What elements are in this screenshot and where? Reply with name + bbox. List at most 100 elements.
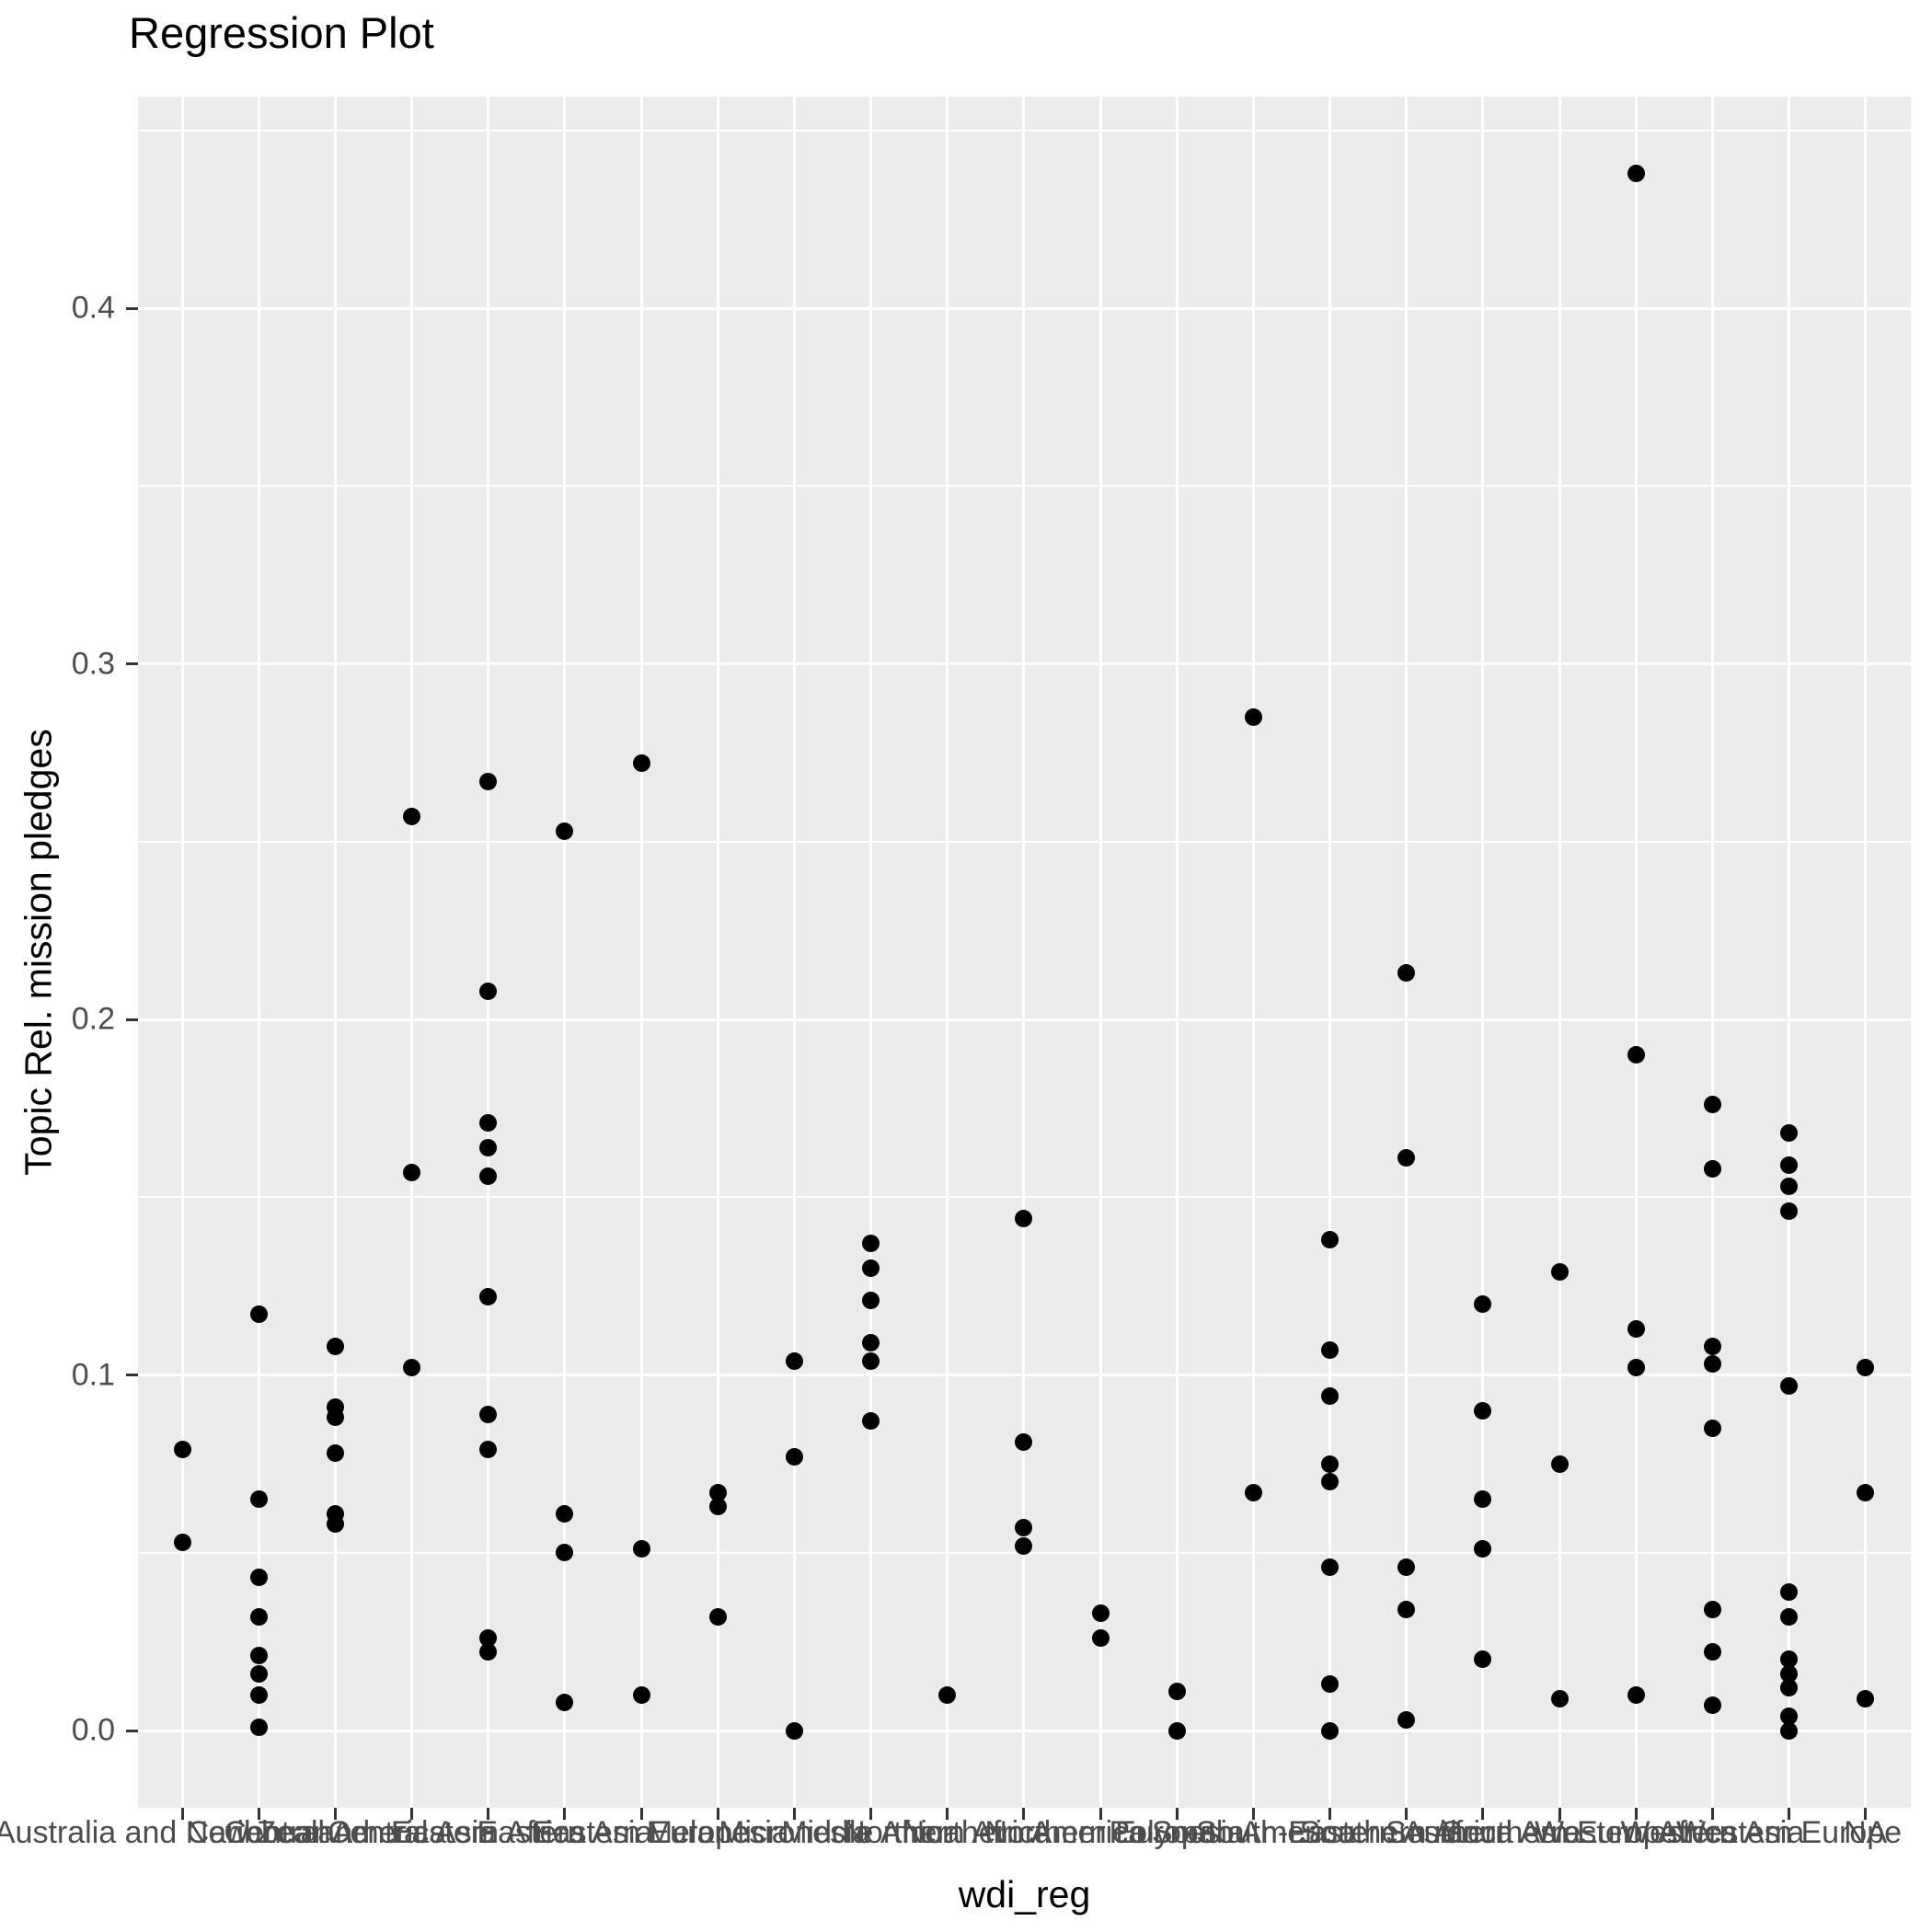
data-point [1321,1231,1340,1249]
data-point [1397,1710,1416,1729]
x-axis-tick [1022,1808,1026,1820]
data-point [403,1359,420,1377]
category-gridline [410,97,413,1808]
data-point [1244,1483,1262,1501]
data-point [1780,1708,1799,1726]
y-axis-tick [126,1018,138,1021]
data-point [1474,1490,1492,1509]
data-point [1015,1433,1033,1452]
data-point [1550,1262,1569,1281]
data-point [708,1498,727,1515]
data-point [249,1569,268,1587]
data-point [1780,1582,1799,1601]
x-tick-label: Western Europe [1676,1815,1903,1850]
data-point [785,1721,803,1740]
x-axis-tick [487,1808,490,1820]
x-axis-tick [1558,1808,1561,1820]
data-point [1780,1178,1799,1196]
data-point [1397,1601,1416,1619]
x-tick-label: Melanesia [646,1815,789,1850]
data-point [1474,1401,1492,1420]
x-tick-label: Australia and New Zealand [0,1815,371,1850]
data-point [1780,1376,1799,1395]
data-point [1397,1149,1416,1167]
category-gridline [1175,97,1179,1808]
data-point [1321,1558,1340,1576]
data-point [1627,1319,1645,1338]
x-axis-tick [180,1808,184,1820]
x-axis-tick [1328,1808,1332,1820]
data-point [1780,1124,1799,1143]
x-tick-label: South America [1151,1815,1355,1850]
data-point [403,808,420,826]
data-point [632,1540,650,1558]
data-point [326,1515,344,1534]
data-point [1780,1679,1799,1697]
x-tick-label: Southern Asia [1386,1815,1581,1850]
x-axis-tick [946,1808,949,1820]
x-tick-label: Eastern Asia [477,1815,653,1850]
category-gridline [487,97,490,1808]
data-point [1857,1689,1875,1708]
chart-title: Regression Plot [129,8,434,57]
data-point [1780,1721,1799,1740]
data-point [1703,1096,1721,1114]
y-axis-tick [126,1374,138,1376]
category-gridline [792,97,796,1808]
category-gridline [1022,97,1026,1808]
data-point [1780,1607,1799,1626]
category-gridline [869,97,873,1808]
data-point [249,1647,268,1665]
data-point [249,1664,268,1683]
data-point [1474,1294,1492,1313]
category-gridline [1251,97,1255,1808]
data-point [249,1685,268,1704]
data-point [326,1409,344,1427]
y-axis-tick [126,306,138,310]
data-point [1015,1536,1033,1555]
data-point [1474,1650,1492,1669]
category-gridline [1710,97,1714,1808]
category-gridline [639,97,643,1808]
data-point [326,1338,344,1356]
data-point [479,982,498,1000]
data-point [1703,1601,1721,1619]
data-point [862,1412,880,1431]
category-gridline [1328,97,1332,1808]
category-gridline [1864,97,1868,1808]
y-tick-label: 0.4 [71,290,115,326]
data-point [1780,1202,1799,1221]
y-axis-title: Topic Rel. mission pledges [17,729,60,1176]
data-point [249,1305,268,1324]
x-axis-tick [1251,1808,1255,1820]
x-axis-tick [1710,1808,1714,1820]
data-point [1627,164,1645,182]
data-point [1627,1359,1645,1377]
x-axis-tick [1481,1808,1485,1820]
data-point [1703,1643,1721,1662]
x-tick-label: Western Asia [1620,1815,1805,1850]
data-point [326,1444,344,1463]
category-gridline [333,97,337,1808]
data-point [1703,1696,1721,1715]
y-axis-tick [126,1729,138,1732]
data-point [1397,1558,1416,1576]
data-point [479,1629,498,1647]
data-point [403,1163,420,1181]
x-tick-label: NA [1844,1815,1888,1850]
x-tick-label: Eastern Europe [532,1815,751,1850]
data-point [479,1113,498,1132]
data-point [1321,1675,1340,1694]
y-tick-label: 0.0 [71,1712,115,1748]
data-point [1780,1664,1799,1683]
data-point [862,1234,880,1252]
x-tick-label: Western Africa [1534,1815,1738,1850]
x-axis-tick [792,1808,796,1820]
data-point [249,1607,268,1626]
y-tick-label: 0.2 [71,1001,115,1037]
x-tick-label: Micronesia [719,1815,870,1850]
x-tick-label: Southern Africa [1299,1815,1513,1850]
data-point [249,1490,268,1509]
x-tick-label: Central Asia [327,1815,497,1850]
data-point [938,1685,957,1704]
